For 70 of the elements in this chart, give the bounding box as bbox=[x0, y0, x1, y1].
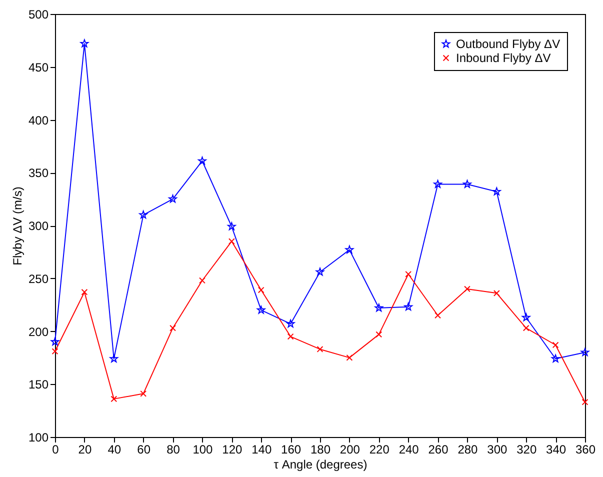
point bbox=[80, 39, 89, 48]
point bbox=[198, 156, 206, 165]
point bbox=[374, 304, 384, 312]
point bbox=[287, 333, 294, 340]
y-tick-label: 350 bbox=[28, 166, 49, 180]
point bbox=[376, 331, 382, 338]
point bbox=[227, 222, 236, 230]
x-tick-label: 60 bbox=[137, 442, 151, 456]
point bbox=[286, 319, 295, 328]
point bbox=[552, 342, 559, 348]
point bbox=[522, 313, 530, 322]
x-tick-label: 280 bbox=[458, 442, 478, 456]
point bbox=[551, 354, 560, 362]
point bbox=[434, 312, 441, 319]
x-tick-label: 200 bbox=[340, 442, 360, 456]
x-tick-label: 20 bbox=[78, 442, 92, 456]
point bbox=[405, 270, 412, 278]
x-tick-label: 240 bbox=[398, 442, 420, 456]
point bbox=[580, 348, 590, 356]
point bbox=[110, 354, 118, 362]
point bbox=[316, 346, 324, 352]
x-tick-label: 80 bbox=[166, 442, 180, 456]
point bbox=[168, 194, 177, 203]
y-tick-label: 400 bbox=[28, 113, 49, 128]
point bbox=[199, 277, 206, 284]
point bbox=[50, 337, 60, 346]
x-tick-label: 300 bbox=[487, 442, 508, 456]
point bbox=[81, 288, 88, 296]
x-tick-label: 160 bbox=[281, 442, 302, 456]
x-tick-label: 40 bbox=[108, 442, 122, 456]
x-axis-title: τ Angle (degrees) bbox=[274, 458, 368, 472]
point bbox=[463, 180, 472, 188]
point bbox=[434, 180, 442, 188]
x-tick-label: 0 bbox=[52, 442, 60, 456]
x-tick-label: 180 bbox=[310, 442, 331, 456]
point bbox=[464, 286, 470, 292]
x-tick-label: 220 bbox=[369, 442, 390, 456]
y-tick-label: 200 bbox=[28, 324, 49, 339]
point bbox=[493, 290, 500, 296]
point bbox=[582, 398, 588, 406]
y-tick-label: 300 bbox=[28, 219, 49, 233]
y-axis-title: Flyby ΔV (m/s) bbox=[10, 186, 24, 266]
point bbox=[139, 210, 148, 219]
x-tick-label: 100 bbox=[192, 442, 214, 456]
y-tick-label: 150 bbox=[28, 378, 49, 392]
legend-label: Outbound Flyby ΔV bbox=[456, 37, 560, 51]
point bbox=[522, 324, 530, 332]
legend-label: Inbound Flyby ΔV bbox=[456, 51, 551, 65]
point bbox=[110, 396, 118, 402]
x-tick-label: 260 bbox=[428, 442, 449, 456]
x-tick-label: 120 bbox=[222, 442, 242, 456]
x-tick-label: 360 bbox=[575, 442, 596, 456]
y-tick-label: 450 bbox=[28, 60, 49, 74]
point bbox=[258, 286, 264, 294]
point bbox=[140, 390, 147, 397]
point bbox=[492, 187, 501, 196]
y-tick-label: 100 bbox=[28, 430, 49, 444]
x-tick-label: 320 bbox=[516, 442, 537, 456]
y-tick-label: 500 bbox=[28, 8, 49, 22]
point bbox=[316, 268, 324, 276]
x-tick-label: 340 bbox=[546, 442, 566, 456]
point bbox=[228, 238, 235, 245]
y-tick-label: 250 bbox=[28, 272, 49, 286]
point bbox=[170, 324, 176, 332]
x-tick-label: 140 bbox=[252, 442, 272, 456]
point bbox=[404, 302, 413, 311]
point bbox=[346, 354, 353, 361]
point bbox=[52, 348, 58, 355]
point bbox=[345, 245, 354, 254]
point bbox=[256, 306, 266, 314]
